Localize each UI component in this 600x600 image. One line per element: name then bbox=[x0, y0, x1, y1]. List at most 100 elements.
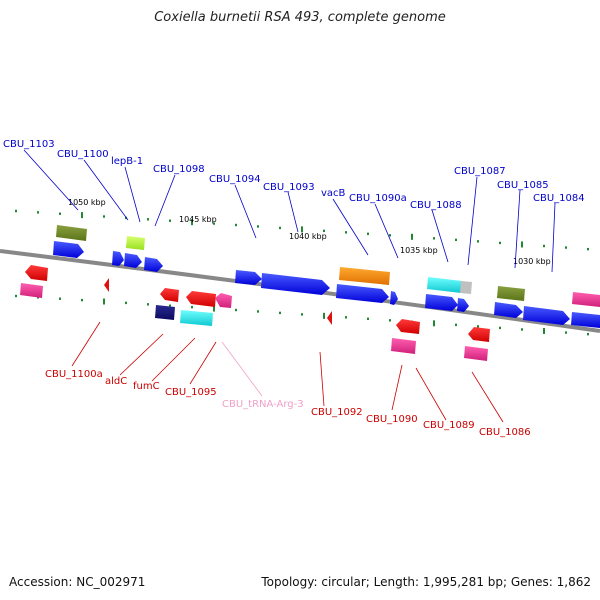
label-aldc[interactable]: aldC bbox=[105, 376, 127, 387]
gene-cbu-1098b[interactable] bbox=[124, 253, 142, 268]
gene-cbu-1095[interactable] bbox=[180, 310, 213, 326]
minor-tick bbox=[367, 232, 369, 236]
gene-cbu-1085[interactable] bbox=[497, 286, 525, 301]
scale-label-1030: 1030 kbp bbox=[513, 257, 551, 266]
gene-cbu-1086-pink[interactable] bbox=[464, 346, 488, 361]
major-tick bbox=[521, 241, 523, 248]
label-cbu-trna-arg-3[interactable]: CBU_tRNA-Arg-3 bbox=[222, 399, 304, 410]
gene-cbu-1090a[interactable] bbox=[336, 284, 389, 303]
label-cbu-1086[interactable]: CBU_1086 bbox=[479, 427, 531, 438]
label-cbu-1094[interactable]: CBU_1094 bbox=[209, 174, 261, 185]
minor-tick bbox=[565, 246, 567, 249]
gene-cbu-1092[interactable] bbox=[327, 311, 332, 325]
minor-tick bbox=[59, 297, 61, 300]
label-cbu-1090[interactable]: CBU_1090 bbox=[366, 414, 418, 425]
label-vacb[interactable]: vacB bbox=[321, 188, 346, 199]
minor-tick bbox=[37, 211, 39, 214]
label-cbu-1088[interactable]: CBU_1088 bbox=[410, 200, 462, 211]
label-cbu-1084[interactable]: CBU_1084 bbox=[533, 193, 585, 204]
gene-cbu-1089[interactable] bbox=[391, 338, 416, 354]
gene-cbu-1098a[interactable] bbox=[112, 251, 124, 266]
minor-tick bbox=[301, 313, 303, 316]
accession-text: Accession: NC_002971 bbox=[9, 575, 146, 589]
gene-lepb-1[interactable] bbox=[126, 236, 145, 250]
gene-cbu-1093[interactable] bbox=[261, 273, 330, 295]
gene-cbu-1100a-pink[interactable] bbox=[20, 283, 43, 298]
minor-tick bbox=[477, 240, 479, 243]
minor-tick bbox=[147, 303, 149, 306]
gene-cbu-1094[interactable] bbox=[235, 270, 262, 285]
minor-tick bbox=[521, 328, 523, 331]
gene-fumc[interactable] bbox=[186, 291, 216, 307]
gene-cbu-1084[interactable] bbox=[572, 292, 600, 307]
minor-tick bbox=[81, 298, 83, 302]
gene-cbu-1086f[interactable] bbox=[494, 302, 523, 318]
inner-ticks bbox=[15, 294, 589, 336]
label-cbu-1098[interactable]: CBU_1098 bbox=[153, 164, 205, 175]
label-cbu-1089[interactable]: CBU_1089 bbox=[423, 420, 475, 431]
gene-cbu-1088[interactable] bbox=[427, 277, 462, 293]
gene-cbu-1100a-red[interactable] bbox=[25, 265, 48, 281]
scale-label-1045: 1045 kbp bbox=[179, 215, 217, 224]
gene-aldc-navy[interactable] bbox=[155, 305, 175, 320]
label-cbu-1100a[interactable]: CBU_1100a bbox=[45, 369, 103, 380]
gene-cbu-1095-pink[interactable] bbox=[215, 293, 232, 308]
gene-cbu-1090[interactable] bbox=[396, 319, 420, 334]
label-fumc[interactable]: fumC bbox=[133, 381, 160, 392]
minor-tick bbox=[587, 247, 589, 251]
minor-tick bbox=[257, 225, 259, 228]
minor-tick bbox=[147, 218, 149, 221]
gene-cbu-1090a-small[interactable] bbox=[390, 291, 398, 305]
major-tick bbox=[433, 320, 435, 327]
label-cbu-1087[interactable]: CBU_1087 bbox=[454, 166, 506, 177]
gene-cbu-1084b[interactable] bbox=[571, 312, 600, 328]
gene-cbu-1100a-small[interactable] bbox=[104, 278, 109, 292]
label-cbu-1093[interactable]: CBU_1093 bbox=[263, 182, 315, 193]
gene-cbu-1100[interactable] bbox=[53, 241, 84, 258]
label-cbu-1100[interactable]: CBU_1100 bbox=[57, 149, 109, 160]
forward-gene-labels: CBU_1103 CBU_1100 lepB-1 CBU_1098 CBU_10… bbox=[3, 139, 585, 211]
gene-aldc[interactable] bbox=[160, 288, 179, 302]
gene-cbu-1088-ext[interactable] bbox=[460, 281, 472, 294]
outer-ticks bbox=[15, 209, 589, 251]
minor-tick bbox=[257, 310, 259, 313]
gene-cbu-1098[interactable] bbox=[144, 257, 163, 272]
minor-tick bbox=[543, 244, 545, 248]
major-tick bbox=[213, 305, 215, 312]
minor-tick bbox=[455, 238, 457, 242]
gene-cbu-1103[interactable] bbox=[56, 225, 87, 241]
minor-tick bbox=[125, 301, 127, 305]
reverse-inner-features bbox=[20, 283, 488, 361]
major-tick bbox=[543, 328, 545, 335]
scale-label-1035: 1035 kbp bbox=[400, 246, 438, 255]
major-tick bbox=[411, 233, 413, 240]
label-cbu-1092[interactable]: CBU_1092 bbox=[311, 407, 363, 418]
label-lepb-1[interactable]: lepB-1 bbox=[111, 156, 143, 167]
gene-cbu-1085b[interactable] bbox=[523, 306, 570, 325]
minor-tick bbox=[103, 215, 105, 218]
minor-tick bbox=[345, 316, 347, 319]
label-cbu-1085[interactable]: CBU_1085 bbox=[497, 180, 549, 191]
gene-cbu-1086[interactable] bbox=[468, 327, 490, 342]
forward-outer-features bbox=[56, 225, 600, 307]
gene-vacb[interactable] bbox=[339, 267, 390, 285]
gene-cbu-1087b[interactable] bbox=[457, 298, 469, 312]
reverse-features bbox=[25, 265, 490, 342]
label-cbu-1095[interactable]: CBU_1095 bbox=[165, 387, 217, 398]
minor-tick bbox=[389, 319, 391, 322]
reverse-leader-lines bbox=[71, 321, 504, 423]
label-cbu-1103[interactable]: CBU_1103 bbox=[3, 139, 55, 150]
genome-summary-text: Topology: circular; Length: 1,995,281 bp… bbox=[261, 575, 591, 589]
gene-cbu-1087[interactable] bbox=[425, 294, 458, 311]
minor-tick bbox=[191, 305, 193, 309]
major-tick bbox=[103, 298, 105, 305]
minor-tick bbox=[367, 317, 369, 321]
minor-tick bbox=[15, 294, 17, 298]
minor-tick bbox=[169, 304, 171, 307]
minor-tick bbox=[169, 219, 171, 222]
minor-tick bbox=[477, 325, 479, 328]
label-cbu-1090a[interactable]: CBU_1090a bbox=[349, 193, 407, 204]
minor-tick bbox=[587, 332, 589, 336]
